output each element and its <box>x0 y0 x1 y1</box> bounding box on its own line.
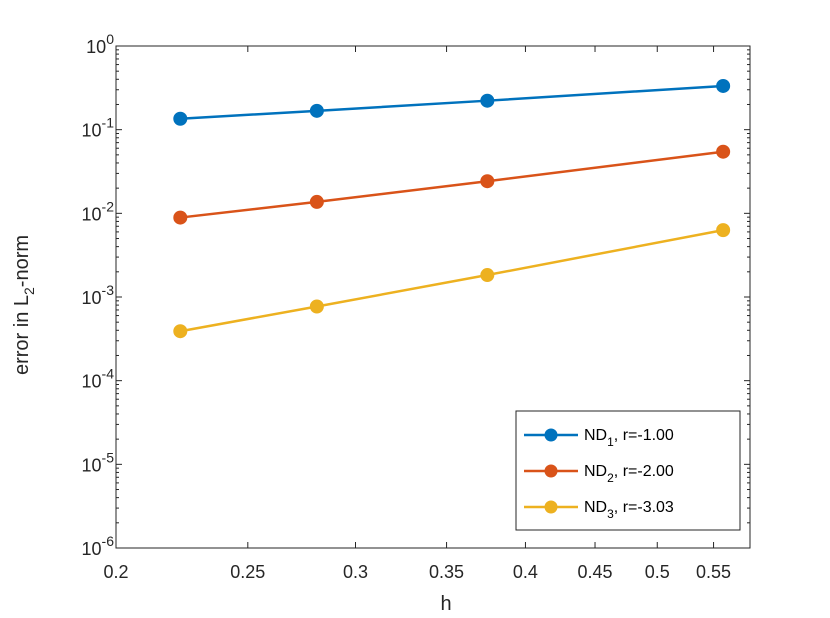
y-axis-title-base: error in L <box>11 295 33 375</box>
y-tick-label-base: 10 <box>82 204 102 224</box>
data-point <box>480 174 495 189</box>
y-tick-label: 10-1 <box>82 115 115 141</box>
x-tick-label: 0.3 <box>343 562 368 582</box>
y-tick-label-exponent: -6 <box>102 533 115 549</box>
legend-label-name: ND <box>584 427 607 444</box>
x-tick-label: 0.35 <box>429 562 464 582</box>
y-tick-label-exponent: 0 <box>106 31 114 47</box>
legend-label-suffix: , r=-2.00 <box>614 463 674 480</box>
series-line <box>180 84 724 121</box>
x-axis: 0.2 0.25 0.3 0.35 0.4 0.45 0.5 0.55 <box>103 46 731 582</box>
data-point <box>480 93 495 108</box>
data-point <box>480 268 495 283</box>
y-tick-label-base: 10 <box>82 372 102 392</box>
x-axis-title: h <box>440 593 451 615</box>
data-point <box>716 78 731 93</box>
x-tick-label: 0.4 <box>513 562 538 582</box>
legend-label-suffix: , r=-3.03 <box>614 499 674 516</box>
data-point <box>173 324 188 339</box>
x-tick-label: 0.55 <box>696 562 731 582</box>
y-tick-label-base: 10 <box>82 121 102 141</box>
legend-label: ND2, r=-2.00 <box>584 463 674 485</box>
y-tick-label: 10-2 <box>82 198 115 224</box>
data-point <box>309 299 324 314</box>
x-tick-label: 0.5 <box>645 562 670 582</box>
y-tick-label: 100 <box>86 31 114 57</box>
series-line <box>180 150 724 219</box>
y-tick-label-exponent: -3 <box>102 282 115 298</box>
series-line <box>180 228 724 333</box>
y-tick-label-exponent: -5 <box>102 449 115 465</box>
legend-label-subscript: 2 <box>607 471 614 485</box>
x-tick-label: 0.45 <box>577 562 612 582</box>
y-tick-label-base: 10 <box>82 288 102 308</box>
legend-entry-1: ND1, r=-1.00 <box>524 427 674 449</box>
x-tick-label: 0.25 <box>230 562 265 582</box>
data-point <box>309 103 324 118</box>
data-point <box>716 223 731 238</box>
y-tick-label-base: 10 <box>82 455 102 475</box>
legend-marker <box>544 464 558 478</box>
legend-entry-3: ND3, r=-3.03 <box>524 499 674 521</box>
legend-label: ND3, r=-3.03 <box>584 499 674 521</box>
legend-label: ND1, r=-1.00 <box>584 427 674 449</box>
series-3 <box>173 223 731 339</box>
series-layer <box>173 78 731 339</box>
legend-label-subscript: 3 <box>607 507 614 521</box>
y-tick-label: 10-3 <box>82 282 115 308</box>
legend-label-name: ND <box>584 463 607 480</box>
y-tick-label-base: 10 <box>86 37 106 57</box>
series-1 <box>173 78 731 126</box>
data-point <box>173 111 188 126</box>
y-tick-label: 10-4 <box>82 366 115 392</box>
legend-label-suffix: , r=-1.00 <box>614 427 674 444</box>
y-tick-label-base: 10 <box>82 539 102 559</box>
legend-marker <box>544 500 558 514</box>
x-tick-label: 0.2 <box>103 562 128 582</box>
legend-label-subscript: 1 <box>607 435 614 449</box>
legend-entry-2: ND2, r=-2.00 <box>524 463 674 485</box>
y-tick-label: 10-5 <box>82 449 115 475</box>
y-tick-label-exponent: -4 <box>102 366 115 382</box>
data-point <box>309 194 324 209</box>
y-axis-title-subscript: 2 <box>21 287 37 295</box>
legend-label-name: ND <box>584 499 607 516</box>
y-tick-label-exponent: -1 <box>102 115 115 131</box>
data-point <box>716 144 731 159</box>
series-2 <box>173 144 731 225</box>
y-axis-title: error in L2-norm <box>11 235 37 375</box>
data-point <box>173 210 188 225</box>
y-tick-label: 10-6 <box>82 533 115 559</box>
y-axis-title-suffix: -norm <box>11 235 33 287</box>
y-tick-label-exponent: -2 <box>102 198 115 214</box>
legend-marker <box>544 428 558 442</box>
